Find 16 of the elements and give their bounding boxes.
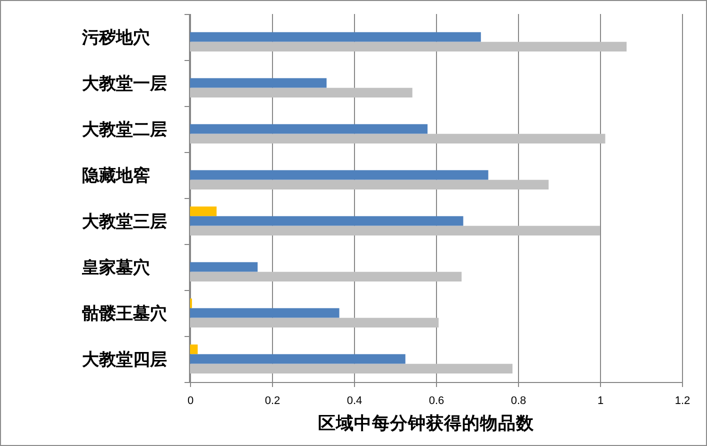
x-tick-label: 0.4 <box>346 395 362 407</box>
y-tick-label: 大教堂三层 <box>82 212 167 231</box>
y-tick-label: 大教堂二层 <box>82 120 167 139</box>
x-tick-label: 0.2 <box>264 395 280 407</box>
y-tick-label: 污秽地穴 <box>81 28 151 47</box>
x-tick-label: 1.2 <box>674 395 690 407</box>
y-tick-label: 皇家墓穴 <box>81 258 151 277</box>
y-tick-label: 大教堂四层 <box>82 350 167 369</box>
x-tick-label: 0.6 <box>428 395 444 407</box>
x-tick-label: 0 <box>187 395 194 407</box>
x-axis-title: 区域中每分钟获得的物品数 <box>318 413 535 433</box>
y-tick-label: 骷髅王墓穴 <box>82 304 168 323</box>
x-tick-label: 1 <box>597 395 604 407</box>
y-tick-label: 大教堂一层 <box>82 74 167 93</box>
y-tick-label: 隐藏地窖 <box>82 166 150 185</box>
x-tick-label: 0.8 <box>510 395 526 407</box>
